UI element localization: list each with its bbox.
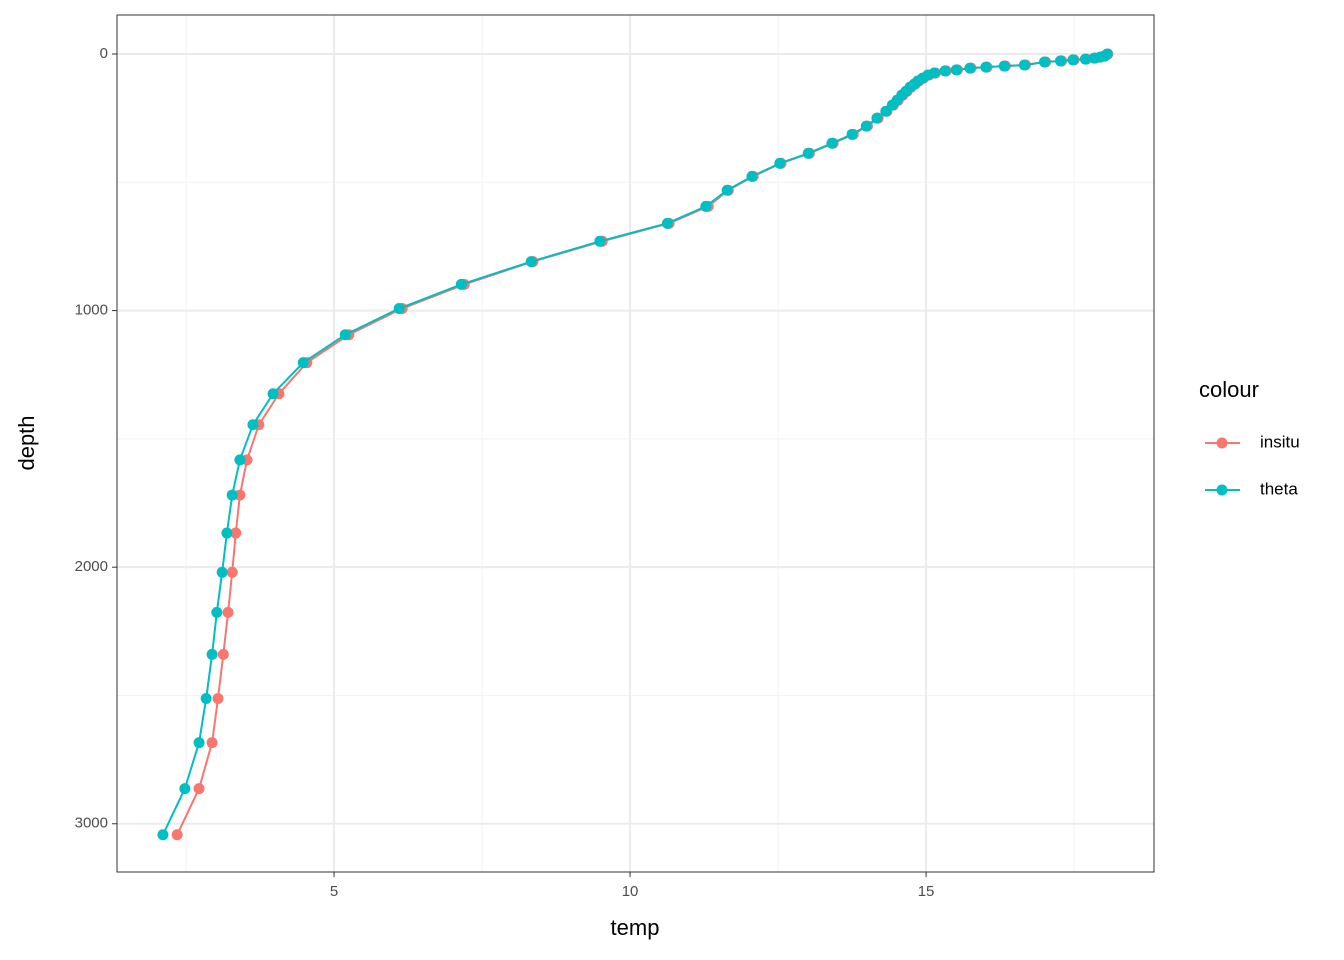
data-point — [393, 303, 405, 315]
data-point — [216, 566, 228, 578]
legend-key-point — [1216, 484, 1228, 496]
plot-area — [157, 48, 1114, 841]
data-point — [267, 388, 279, 400]
legend: insitu theta — [1205, 432, 1300, 498]
y-tick-label: 0 — [100, 45, 108, 62]
data-point — [221, 527, 233, 539]
data-point — [1054, 55, 1066, 67]
x-tick-label: 15 — [918, 883, 935, 900]
data-point — [234, 489, 246, 501]
data-point — [1101, 48, 1113, 60]
data-point — [234, 454, 246, 466]
data-point — [721, 184, 733, 196]
data-point — [455, 278, 467, 290]
data-point — [826, 137, 838, 149]
data-point — [226, 566, 238, 578]
data-point — [171, 829, 183, 841]
data-point — [964, 62, 976, 74]
grid — [117, 15, 1154, 872]
data-point — [700, 200, 712, 212]
data-point — [661, 217, 673, 229]
data-point — [1079, 53, 1091, 65]
data-point — [206, 648, 218, 660]
data-point — [157, 829, 169, 841]
data-point — [230, 527, 242, 539]
data-point — [802, 147, 814, 159]
data-point — [206, 737, 218, 749]
data-point — [928, 67, 940, 79]
y-tick-label: 3000 — [75, 815, 108, 832]
data-point — [594, 235, 606, 247]
data-point — [774, 157, 786, 169]
data-point — [1038, 56, 1050, 68]
panel — [117, 15, 1154, 872]
data-point — [200, 693, 212, 705]
data-point — [746, 170, 758, 182]
data-point — [222, 606, 234, 618]
data-point — [950, 64, 962, 76]
x-tick-label: 10 — [622, 883, 639, 900]
data-point — [297, 357, 309, 369]
data-point — [525, 256, 537, 268]
y-axis-title: depth — [14, 415, 39, 470]
data-point — [871, 112, 883, 124]
x-tick-label: 5 — [330, 883, 338, 900]
data-point — [193, 737, 205, 749]
legend-title: colour — [1199, 377, 1259, 402]
data-point — [1018, 59, 1030, 71]
panel-border — [116, 14, 1155, 873]
data-point — [339, 329, 351, 341]
data-point — [980, 61, 992, 73]
data-point — [179, 783, 191, 795]
data-point — [212, 693, 224, 705]
y-tick-label: 2000 — [75, 558, 108, 575]
legend-key-point — [1216, 437, 1228, 449]
data-point — [939, 65, 951, 77]
data-point — [247, 419, 259, 431]
y-tick-label: 1000 — [75, 302, 108, 319]
legend-label: insitu — [1260, 432, 1300, 451]
data-point — [211, 606, 223, 618]
data-point — [217, 648, 229, 660]
data-point — [860, 120, 872, 132]
data-point — [1067, 54, 1079, 66]
legend-label: theta — [1260, 479, 1298, 498]
data-point — [998, 60, 1010, 72]
data-point — [193, 783, 205, 795]
x-axis-title: temp — [611, 915, 660, 940]
data-point — [846, 128, 858, 140]
data-point — [226, 489, 238, 501]
